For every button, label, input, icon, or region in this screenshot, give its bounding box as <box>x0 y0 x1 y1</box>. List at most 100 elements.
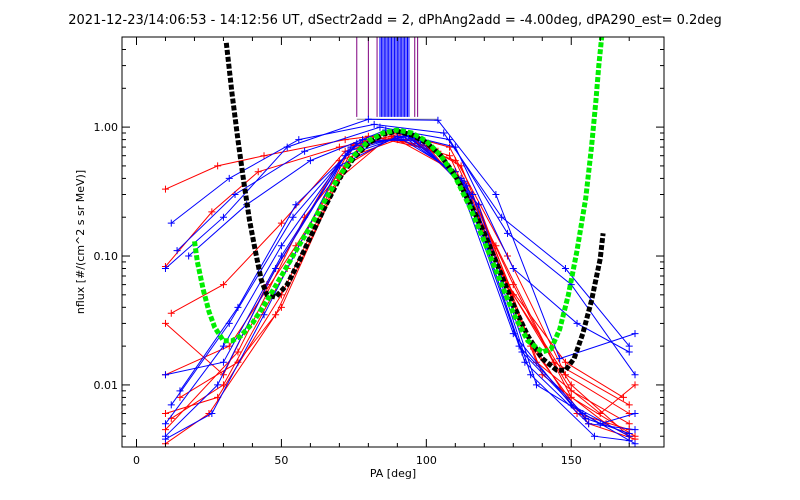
blue-data-point <box>161 435 169 443</box>
red-data-point <box>219 281 227 289</box>
blue-data-point <box>292 201 300 209</box>
blue-data-point <box>231 191 239 199</box>
blue-data-point <box>260 311 268 319</box>
red-data-point <box>167 309 175 317</box>
blue-spectrum-line-16 <box>170 137 630 442</box>
blue-data-point <box>503 229 511 237</box>
blue-data-point <box>376 123 384 131</box>
red-data-point <box>596 410 604 418</box>
axes: 0 50 100 150 0.01 0.10 1.00 <box>94 36 664 467</box>
blue-data-point <box>440 129 448 137</box>
red-data-point <box>561 371 569 379</box>
red-data-point <box>561 358 569 366</box>
red-spectrum-line-2 <box>171 133 630 425</box>
blue-data-point <box>214 381 222 389</box>
blue-data-point <box>359 136 367 144</box>
blue-data-point <box>161 265 169 273</box>
red-data-point <box>161 185 169 193</box>
blue-data-point <box>277 252 285 260</box>
red-data-point <box>254 168 262 176</box>
x-tick-label: 0 <box>133 454 140 467</box>
red-data-point <box>625 420 633 428</box>
y-axis-label: nflux [#/(cm^2 s sr MeV)] <box>74 170 87 314</box>
x-tick-label: 100 <box>416 454 437 467</box>
blue-data-point <box>573 319 581 327</box>
red-data-point <box>567 381 575 389</box>
red-spectrum-line-6 <box>171 135 636 440</box>
y-tick-label: 1.00 <box>94 121 119 134</box>
blue-data-point <box>631 330 639 338</box>
blue-data-point <box>446 136 454 144</box>
blue-data-point <box>625 429 633 437</box>
blue-data-point <box>498 213 506 221</box>
blue-data-point <box>167 401 175 409</box>
red-data-point <box>538 371 546 379</box>
blue-data-point <box>631 440 639 447</box>
blue-data-point <box>460 177 468 185</box>
blue-data-point <box>451 143 459 151</box>
red-spectrum-line-5 <box>165 137 630 445</box>
blue-data-point <box>475 201 483 209</box>
blue-data-point <box>532 381 540 389</box>
blue-data-point <box>161 371 169 379</box>
blue-data-point <box>219 213 227 221</box>
blue-data-point <box>364 115 372 123</box>
red-data-point <box>567 387 575 395</box>
red-data-point <box>457 162 465 170</box>
blue-data-point <box>585 420 593 428</box>
blue-data-point <box>306 157 314 165</box>
red-data-point <box>631 381 639 389</box>
red-data-point <box>214 162 222 170</box>
blue-data-point <box>561 265 569 273</box>
red-data-point <box>492 242 500 250</box>
blue-data-point <box>176 387 184 395</box>
blue-spectrum-line-12 <box>176 126 636 375</box>
red-data-point <box>619 393 627 401</box>
blue-data-point <box>161 420 169 428</box>
blue-data-point <box>370 120 378 128</box>
plot-area <box>161 37 639 447</box>
blue-data-point <box>208 410 216 418</box>
green-fit-curve <box>192 37 605 355</box>
blue-data-point <box>234 303 242 311</box>
blue-data-point <box>518 348 526 356</box>
blue-data-point <box>469 191 477 199</box>
blue-data-point <box>590 432 598 440</box>
red-data-point <box>208 208 216 216</box>
blue-data-point <box>219 342 227 350</box>
blue-data-point <box>289 213 297 221</box>
blue-data-point <box>219 358 227 366</box>
red-data-point <box>277 219 285 227</box>
blue-data-point <box>434 116 442 124</box>
blue-spectrum-line-17 <box>165 135 630 440</box>
blue-data-point <box>277 242 285 250</box>
x-tick-label: 150 <box>561 454 582 467</box>
blue-data-point <box>631 410 639 418</box>
red-data-point <box>625 401 633 409</box>
red-data-point <box>277 303 285 311</box>
blue-data-point <box>393 132 401 140</box>
red-data-point <box>260 152 268 160</box>
blue-data-point <box>631 371 639 379</box>
blue-spectrum-line-18 <box>179 139 636 425</box>
blue-data-point <box>295 136 303 144</box>
blue-data-point <box>185 252 193 260</box>
plot-clipped-group <box>161 37 639 447</box>
y-tick-label: 0.01 <box>94 379 119 392</box>
blue-spectrum-line-10 <box>165 118 636 360</box>
red-data-point <box>161 319 169 327</box>
blue-data-point <box>492 191 500 199</box>
blue-data-point <box>167 219 175 227</box>
red-data-point <box>161 410 169 418</box>
blue-data-point <box>301 147 309 155</box>
blue-data-point <box>625 348 633 356</box>
red-data-point <box>234 348 242 356</box>
red-data-point <box>161 426 169 434</box>
blue-data-point <box>631 426 639 434</box>
blue-data-point <box>344 147 352 155</box>
blue-data-point <box>225 174 233 182</box>
blue-data-point <box>335 162 343 170</box>
x-tick-label: 50 <box>274 454 288 467</box>
plot-frame <box>121 36 665 448</box>
